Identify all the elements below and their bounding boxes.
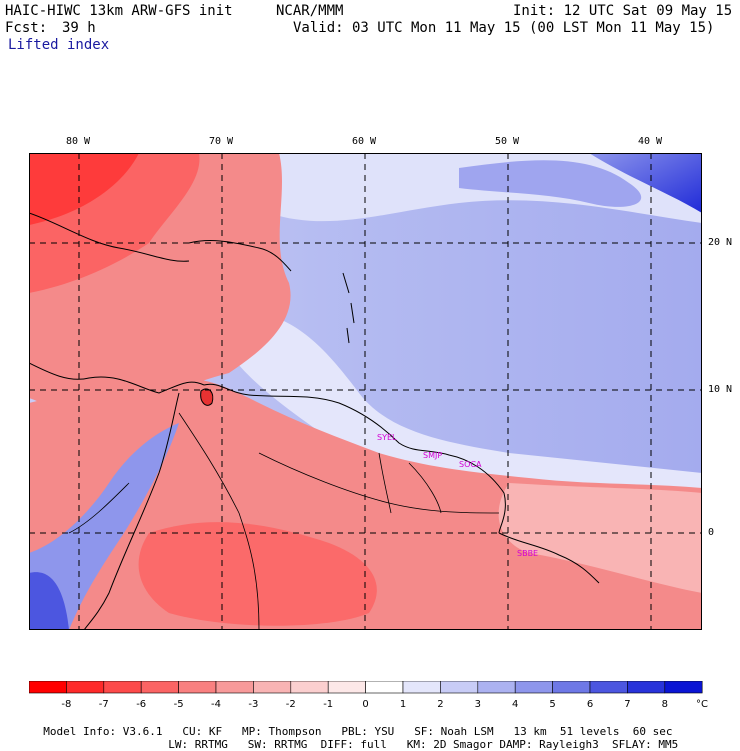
colorbar-cell bbox=[253, 681, 292, 694]
blue-pacific-sw bbox=[29, 572, 69, 630]
colorbar-tick-label: -2 bbox=[286, 699, 296, 710]
footer-model-info: Model Info: V3.6.1 bbox=[43, 725, 163, 738]
graticule bbox=[29, 153, 702, 630]
lat-label-20n: 20 N bbox=[708, 237, 733, 248]
station-soca: SOCA bbox=[459, 460, 482, 469]
colorbar-tick-label: -8 bbox=[61, 699, 71, 710]
darker-red-amazon bbox=[138, 522, 377, 626]
colorbar-tick-label: 2 bbox=[437, 699, 443, 710]
colorbar-cell bbox=[178, 681, 217, 694]
station-smjp: SMJP bbox=[423, 451, 442, 460]
colorbar-tick-label: 1 bbox=[400, 699, 406, 710]
colorbar-cell bbox=[440, 681, 479, 694]
mid-blue-ne bbox=[459, 160, 642, 207]
colorbar-tick-label: -5 bbox=[174, 699, 184, 710]
lon-label-50w: 50 W bbox=[495, 136, 520, 147]
colorbar-cell bbox=[290, 681, 329, 694]
footer-levels: 51 levels bbox=[559, 725, 620, 738]
colorbar-cell bbox=[552, 681, 591, 694]
colorbar-tick-label: 5 bbox=[549, 699, 555, 710]
strong-red-corner bbox=[29, 153, 139, 225]
valid-time: Valid: 03 UTC Mon 11 May 15 (00 LST Mon … bbox=[293, 20, 715, 36]
lat-label-0: 0 bbox=[708, 527, 715, 538]
deep-blue-ne bbox=[589, 153, 702, 213]
footer-mp: MP: Thompson bbox=[241, 725, 322, 738]
colorbar-cell bbox=[103, 681, 142, 694]
init-time: Init: 12 UTC Sat 09 May 15 bbox=[513, 3, 733, 19]
colorbar-cell bbox=[664, 681, 703, 694]
model-title: HAIC-HIWC 13km ARW-GFS init bbox=[5, 3, 233, 19]
colorbar-cell bbox=[589, 681, 628, 694]
lon-label-60w: 60 W bbox=[352, 136, 377, 147]
footer-cu: CU: KF bbox=[182, 725, 223, 738]
lat-label-10n: 10 N bbox=[708, 384, 733, 395]
lon-label-40w: 40 W bbox=[638, 136, 663, 147]
fcst-value: 39 h bbox=[62, 20, 96, 36]
colorbar-tick-label: 7 bbox=[624, 699, 630, 710]
map-frame bbox=[29, 153, 702, 630]
colorbar-unit: °C bbox=[696, 699, 708, 710]
country-borders bbox=[68, 412, 500, 630]
station-sbbe: SBBE bbox=[517, 549, 538, 558]
footer-pbl: PBL: YSU bbox=[341, 725, 395, 738]
colorbar-cell bbox=[215, 681, 254, 694]
colorbar-tick-label: -3 bbox=[248, 699, 258, 710]
colorbar-tick-label: -7 bbox=[99, 699, 109, 710]
blue-andes-strip bbox=[29, 423, 179, 630]
lon-label-80w: 80 W bbox=[66, 136, 91, 147]
station-syel: SYEL bbox=[377, 433, 397, 442]
colorbar-tick-label: 8 bbox=[662, 699, 668, 710]
lake-maracaibo bbox=[200, 388, 214, 406]
colorbar-cell bbox=[365, 681, 404, 694]
coastlines bbox=[29, 212, 600, 630]
colorbar-tick-label: 3 bbox=[475, 699, 481, 710]
colorbar-cells bbox=[29, 681, 703, 694]
fcst-label: Fcst: bbox=[5, 20, 48, 36]
colorbar-tick-label: 0 bbox=[362, 699, 368, 710]
colorbar-tick-label: -6 bbox=[136, 699, 146, 710]
colorbar-cell bbox=[29, 681, 67, 694]
field-name: Lifted index bbox=[8, 37, 110, 53]
footer-timestep: 60 sec bbox=[632, 725, 673, 738]
colorbar-labels: -8 -7 -6 -5 -4 -3 -2 -1 0 1 2 3 4 5 6 7 8 bbox=[61, 699, 668, 710]
colorbar-cell bbox=[477, 681, 516, 694]
colorbar-tick-label: -4 bbox=[211, 699, 221, 710]
colorbar-tick-label: 4 bbox=[512, 699, 518, 710]
footer-line-1: Model Info: V3.6.1 CU: KF MP: Thompson P… bbox=[30, 712, 673, 738]
colorbar: -8 -7 -6 -5 -4 -3 -2 -1 0 1 2 3 4 5 6 7 8 °C bbox=[29, 681, 708, 710]
colorbar-cell bbox=[627, 681, 666, 694]
footer-sf: SF: Noah LSM bbox=[414, 725, 494, 738]
colorbar-tick-label: 6 bbox=[587, 699, 593, 710]
colorbar-cell bbox=[514, 681, 553, 694]
colorbar-cell bbox=[402, 681, 441, 694]
colorbar-cell bbox=[66, 681, 105, 694]
org-label: NCAR/MMM bbox=[276, 3, 344, 19]
colorbar-cell bbox=[140, 681, 179, 694]
footer-resolution: 13 km bbox=[513, 725, 547, 738]
footer-line-2: LW: RRTMG SW: RRTMG DIFF: full KM: 2D Sm… bbox=[155, 725, 678, 751]
colorbar-cell bbox=[327, 681, 366, 694]
colorbar-tick-label: -1 bbox=[323, 699, 333, 710]
lon-label-70w: 70 W bbox=[209, 136, 234, 147]
lifted-index-map: SYEL SMJP SOCA SBBE bbox=[29, 153, 702, 630]
